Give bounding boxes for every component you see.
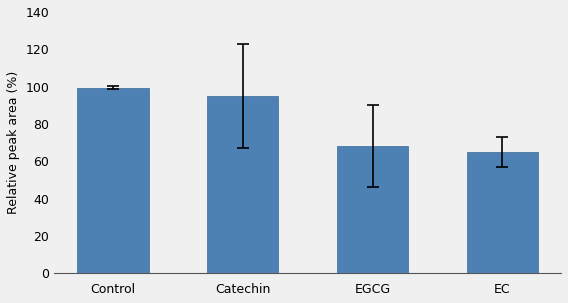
Bar bbox=[207, 96, 278, 273]
Bar bbox=[467, 152, 538, 273]
Bar bbox=[77, 88, 149, 273]
Y-axis label: Relative peak area (%): Relative peak area (%) bbox=[7, 71, 20, 214]
Bar bbox=[337, 146, 408, 273]
